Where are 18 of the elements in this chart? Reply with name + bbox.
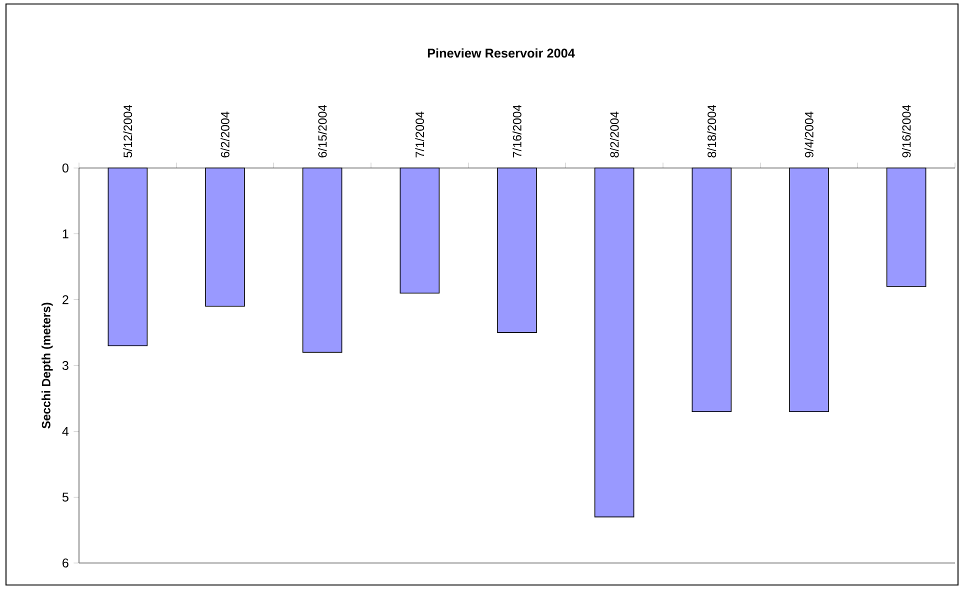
x-tick-label: 9/16/2004 — [902, 104, 911, 158]
x-tick-label: 6/15/2004 — [318, 104, 327, 158]
x-tick-label: 7/1/2004 — [415, 112, 424, 158]
y-axis-title: Secchi Depth (meters) — [42, 302, 53, 428]
y-tick-label: 0 — [62, 164, 68, 172]
x-tick-label: 7/16/2004 — [512, 104, 522, 158]
y-tick-label: 3 — [62, 361, 68, 370]
x-tick-label: 6/2/2004 — [220, 112, 230, 158]
y-tick-label: 2 — [62, 295, 68, 304]
x-tick-label: 8/18/2004 — [707, 104, 716, 158]
y-tick-label: 1 — [62, 229, 68, 238]
y-tick-label: 4 — [62, 426, 69, 436]
chart-title: Pineview Reservoir 2004 — [428, 48, 575, 58]
x-tick-label: 8/2/2004 — [610, 112, 619, 158]
x-tick-label: 9/4/2004 — [804, 112, 814, 158]
x-tick-label: 5/12/2004 — [123, 104, 132, 158]
y-tick-label: 6 — [62, 558, 68, 568]
y-tick-label: 5 — [62, 492, 68, 502]
